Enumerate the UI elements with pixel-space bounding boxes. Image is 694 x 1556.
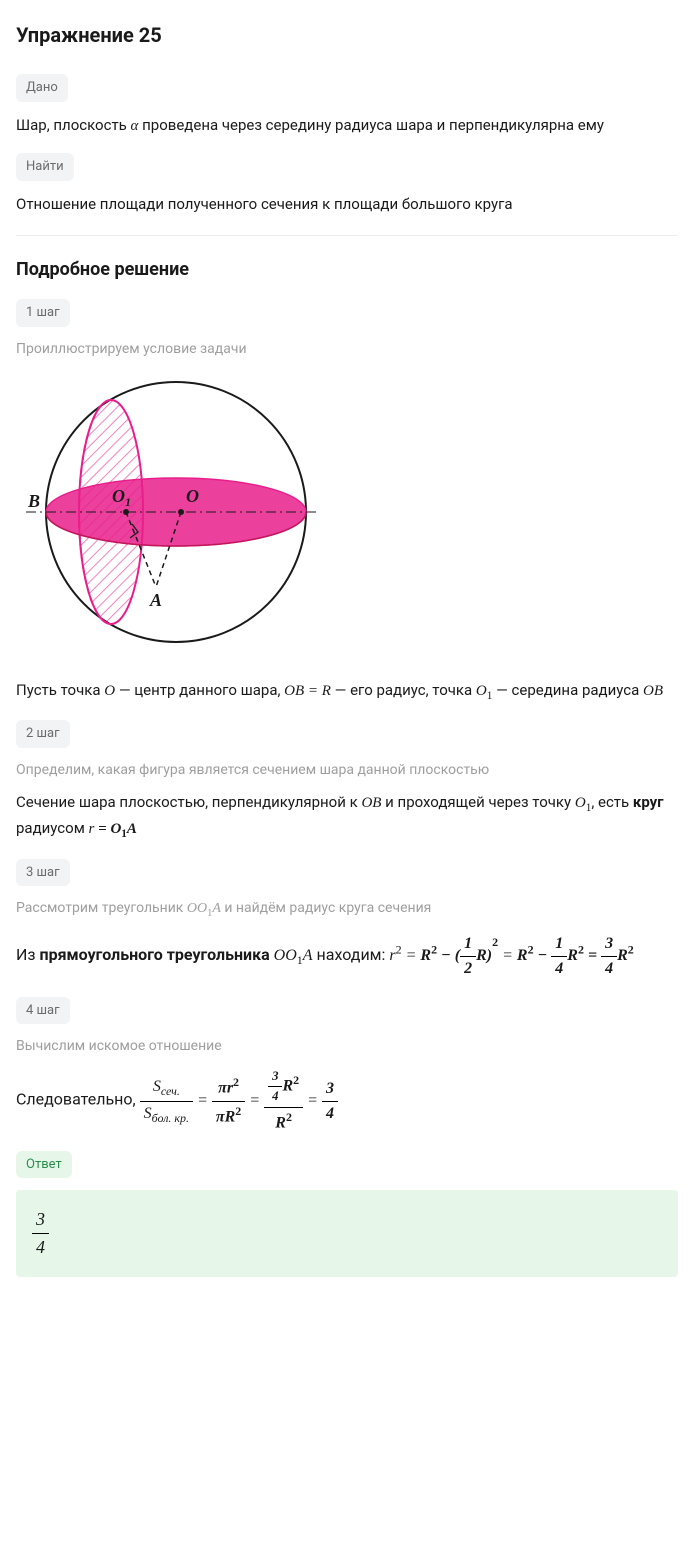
svg-text:O: O <box>186 486 199 506</box>
find-paragraph: Отношение площади полученного сечения к … <box>16 193 678 216</box>
step1-OB2: OB <box>643 683 663 699</box>
step2-text-4: радиусом <box>16 819 89 837</box>
step2-tag: 2 шаг <box>16 720 70 748</box>
step1-text-4: — середина радиуса <box>492 681 643 699</box>
find-tag: Найти <box>16 153 74 181</box>
step1-OB-eq-R: OB = R <box>284 683 331 699</box>
step3-paragraph: Из прямоугольного треугольника OO1A нахо… <box>16 932 678 981</box>
svg-text:A: A <box>149 590 162 610</box>
step3-text-1: Из <box>16 945 40 964</box>
step2-OB: OB <box>361 795 381 811</box>
step3-equation: r2 = R2 − (12R)2 = R2 − 14R2 = 34R2 <box>389 947 633 964</box>
step1-O1: O1 <box>476 683 492 699</box>
answer-box: 34 <box>16 1190 678 1277</box>
step3-tag: 3 шаг <box>16 859 70 887</box>
step1-O: O <box>104 683 115 699</box>
step3-text-2: находим: <box>313 945 390 964</box>
step2-description: Определим, какая фигура является сечение… <box>16 760 678 781</box>
given-text-1: Шар, плоскость <box>16 116 131 134</box>
step2-paragraph: Сечение шара плоскостью, перпендикулярно… <box>16 791 678 843</box>
step1-paragraph: Пусть точка O — центр данного шара, OB =… <box>16 679 678 705</box>
divider <box>16 235 678 236</box>
step2-eq: r = O1A <box>89 821 137 837</box>
exercise-title: Упражнение 25 <box>16 20 678 50</box>
step2-text-1: Сечение шара плоскостью, перпендикулярно… <box>16 793 361 811</box>
given-text-2: проведена через середину радиуса шара и … <box>138 116 604 134</box>
svg-text:B: B <box>27 491 40 511</box>
step2-O1: O1 <box>575 795 591 811</box>
step4-paragraph: Следовательно, Sсеч.Sбол. кр. = πr2πR2 =… <box>16 1067 678 1135</box>
answer-tag: Ответ <box>16 1151 72 1179</box>
given-paragraph: Шар, плоскость α проведена через середин… <box>16 114 678 138</box>
step4-tag: 4 шаг <box>16 997 70 1025</box>
step1-description: Проиллюстрируем условие задачи <box>16 339 678 360</box>
given-tag: Дано <box>16 74 68 102</box>
step3-desc-OO1A: OO1A <box>187 901 221 916</box>
step1-text-1: Пусть точка <box>16 681 104 699</box>
step2-text-2: и проходящей через точку <box>381 793 574 811</box>
step3-bold: прямоугольного треугольника <box>40 945 274 964</box>
step4-equation: Sсеч.Sбол. кр. = πr2πR2 = 34R2R2 = 34 <box>140 1092 338 1109</box>
step1-text-3: — его радиус, точка <box>331 681 476 699</box>
step3-description: Рассмотрим треугольник OO1A и найдём рад… <box>16 898 678 922</box>
step2-text-3: , есть <box>591 793 633 811</box>
step1-tag: 1 шаг <box>16 299 70 327</box>
step4-text: Следовательно, <box>16 1090 140 1109</box>
step3-desc-2: и найдём радиус круга сечения <box>221 900 431 916</box>
step3-desc-1: Рассмотрим треугольник <box>16 900 187 916</box>
step1-text-2: — центр данного шара, <box>115 681 284 699</box>
answer-value: 34 <box>32 1206 49 1261</box>
step4-description: Вычислим искомое отношение <box>16 1036 678 1057</box>
step3-OO1A: OO1A <box>274 947 313 964</box>
solution-heading: Подробное решение <box>16 256 678 283</box>
sphere-diagram: B O1 O A <box>16 372 678 659</box>
step2-bold-krug: круг <box>633 793 664 811</box>
